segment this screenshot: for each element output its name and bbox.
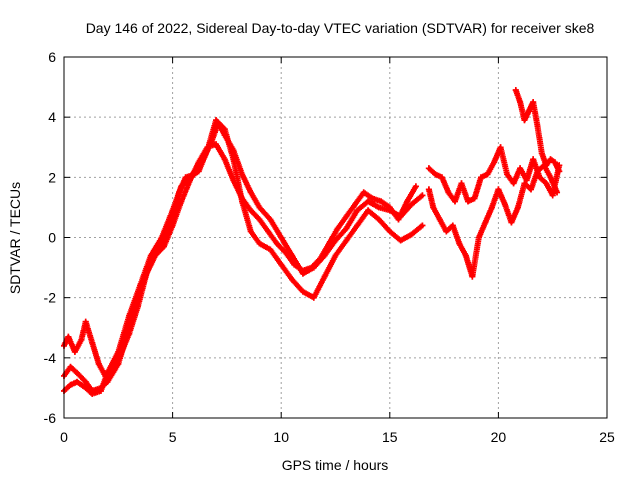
x-tick-label: 0 xyxy=(60,429,68,445)
y-tick-label: 6 xyxy=(48,49,56,65)
data-points xyxy=(61,87,563,397)
y-tick-label: -2 xyxy=(44,290,57,306)
x-tick-label: 20 xyxy=(491,429,507,445)
series-markers xyxy=(425,144,563,205)
series-trace-d xyxy=(425,162,561,280)
axis-ticks: 0 5 10 15 20 25 -6 -4 -2 0 2 4 6 xyxy=(44,49,615,445)
y-tick-label: -4 xyxy=(44,350,57,366)
x-tick-label: 5 xyxy=(169,429,177,445)
series-trace-c xyxy=(61,141,419,379)
series-trace-e xyxy=(425,144,563,205)
series-markers xyxy=(61,117,426,397)
x-tick-label: 10 xyxy=(273,429,289,445)
chart-title: Day 146 of 2022, Sidereal Day-to-day VTE… xyxy=(86,20,595,36)
x-axis-label: GPS time / hours xyxy=(282,457,389,473)
y-tick-label: -6 xyxy=(44,410,57,426)
grid-lines xyxy=(64,57,607,418)
y-axis-label: SDTVAR / TECUs xyxy=(7,182,23,294)
series-markers xyxy=(512,87,563,175)
y-tick-label: 0 xyxy=(48,230,56,246)
x-tick-label: 25 xyxy=(599,429,615,445)
x-tick-label: 15 xyxy=(382,429,398,445)
series-trace-f xyxy=(512,87,563,175)
y-tick-label: 2 xyxy=(48,169,56,185)
series-trace-b xyxy=(61,117,426,397)
y-tick-label: 4 xyxy=(48,109,56,125)
